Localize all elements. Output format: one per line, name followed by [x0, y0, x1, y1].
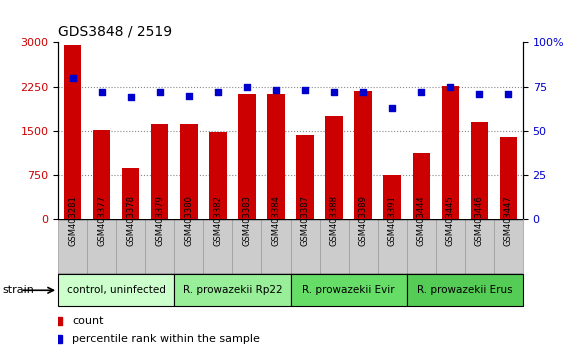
Point	[388, 105, 397, 111]
Bar	[325, 116, 343, 219]
Bar	[58, 219, 87, 274]
Text: GSM403444: GSM403444	[417, 195, 426, 246]
Text: GSM403445: GSM403445	[446, 195, 455, 246]
Text: GSM403447: GSM403447	[504, 195, 513, 246]
Point	[271, 87, 281, 93]
Text: control, uninfected: control, uninfected	[67, 285, 166, 295]
Text: R. prowazekii Rp22: R. prowazekii Rp22	[182, 285, 282, 295]
Bar	[349, 219, 378, 274]
Point	[242, 84, 252, 90]
Bar	[296, 135, 314, 219]
Bar	[465, 219, 494, 274]
Bar	[494, 219, 523, 274]
Point	[475, 91, 484, 97]
Bar	[87, 219, 116, 274]
Bar	[116, 219, 145, 274]
Bar	[145, 219, 174, 274]
Text: GSM403446: GSM403446	[475, 195, 484, 246]
Text: GSM403384: GSM403384	[271, 195, 281, 246]
Text: R. prowazekii Erus: R. prowazekii Erus	[417, 285, 512, 295]
Point	[97, 89, 106, 95]
Bar	[93, 130, 110, 219]
Point	[329, 89, 339, 95]
Bar	[500, 137, 517, 219]
Bar	[407, 219, 436, 274]
Bar	[354, 91, 372, 219]
Text: GDS3848 / 2519: GDS3848 / 2519	[58, 24, 172, 39]
Text: GSM403391: GSM403391	[388, 195, 397, 246]
Text: GSM403387: GSM403387	[300, 195, 310, 246]
Bar	[64, 45, 81, 219]
Bar	[122, 167, 139, 219]
Text: percentile rank within the sample: percentile rank within the sample	[72, 334, 260, 344]
Bar	[238, 94, 256, 219]
Text: strain: strain	[3, 285, 35, 295]
Text: GSM403389: GSM403389	[358, 195, 368, 246]
Text: GSM403382: GSM403382	[213, 195, 223, 246]
Bar	[407, 274, 523, 306]
Point	[155, 89, 164, 95]
Point	[358, 89, 368, 95]
Text: GSM403378: GSM403378	[126, 195, 135, 246]
Text: GSM403377: GSM403377	[97, 195, 106, 246]
Bar	[383, 175, 401, 219]
Point	[446, 84, 455, 90]
Bar	[471, 122, 488, 219]
Bar	[413, 153, 430, 219]
Point	[417, 89, 426, 95]
Point	[126, 95, 135, 100]
Text: GSM403380: GSM403380	[184, 195, 193, 246]
Bar	[232, 219, 261, 274]
Text: GSM403388: GSM403388	[329, 195, 339, 246]
Bar	[151, 124, 168, 219]
Bar	[261, 219, 290, 274]
Bar	[290, 274, 407, 306]
Bar	[174, 219, 203, 274]
Bar	[267, 94, 285, 219]
Bar	[209, 132, 227, 219]
Text: GSM403383: GSM403383	[242, 195, 252, 246]
Bar	[442, 86, 459, 219]
Text: R. prowazekii Evir: R. prowazekii Evir	[302, 285, 395, 295]
Text: GSM403281: GSM403281	[68, 195, 77, 246]
Bar	[290, 219, 320, 274]
Bar	[58, 274, 174, 306]
Point	[213, 89, 223, 95]
Point	[504, 91, 513, 97]
Bar	[378, 219, 407, 274]
Bar	[180, 124, 198, 219]
Point	[300, 87, 310, 93]
Text: GSM403379: GSM403379	[155, 195, 164, 246]
Bar	[203, 219, 232, 274]
Text: count: count	[72, 316, 103, 326]
Bar	[174, 274, 290, 306]
Bar	[436, 219, 465, 274]
Bar	[320, 219, 349, 274]
Point	[184, 93, 193, 98]
Point	[68, 75, 77, 81]
